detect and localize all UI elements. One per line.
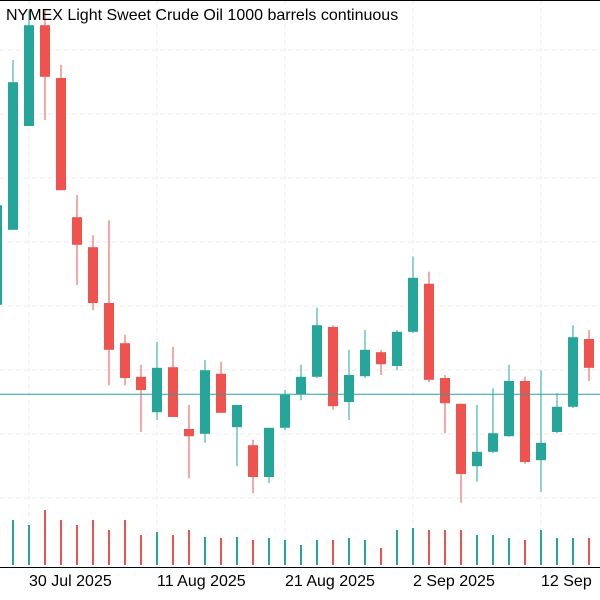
candle-body: [120, 343, 130, 378]
candle-body: [424, 283, 434, 380]
candle-body: [104, 303, 114, 350]
candle-body: [296, 376, 306, 395]
candle-body: [312, 325, 322, 377]
x-tick-label: 12 Sep: [541, 573, 592, 590]
candle-body: [88, 247, 98, 303]
candle-body: [408, 277, 418, 332]
x-tick-label: 2 Sep 2025: [413, 573, 495, 590]
candle-body: [584, 339, 594, 368]
x-tick-label: 11 Aug 2025: [157, 573, 246, 590]
candle-body: [200, 370, 210, 434]
candle-body: [280, 394, 290, 428]
candle-body: [24, 25, 34, 127]
candle-body: [520, 381, 530, 462]
candle-body: [392, 331, 402, 366]
candle-body: [184, 429, 194, 437]
chart-title: NYMEX Light Sweet Crude Oil 1000 barrels…: [6, 7, 398, 24]
x-tick-label: 21 Aug 2025: [285, 573, 375, 590]
candle-body: [376, 352, 386, 365]
candle-body: [56, 78, 66, 191]
candle-body: [232, 405, 242, 428]
candle-body: [568, 337, 578, 407]
x-tick-label: 30 Jul 2025: [29, 573, 112, 590]
candle-body: [440, 378, 450, 404]
candle-body: [216, 373, 226, 413]
candle-body: [8, 82, 18, 230]
candle-body: [152, 367, 162, 413]
candle-body: [328, 327, 338, 407]
candle-body: [168, 367, 178, 417]
candle-body: [552, 406, 562, 432]
candle-body: [360, 349, 370, 377]
candle-body: [504, 381, 514, 437]
candle-body: [344, 375, 354, 402]
candle-body: [40, 25, 50, 77]
plot: [0, 10, 600, 565]
candle-body: [536, 442, 546, 461]
candle-body: [456, 403, 466, 474]
candle-body: [488, 433, 498, 452]
candle-body: [0, 205, 2, 305]
candle-body: [72, 217, 82, 245]
candle-body: [248, 445, 258, 477]
candle-body: [472, 451, 482, 467]
candle-body: [136, 376, 146, 390]
candle-body: [264, 427, 274, 477]
